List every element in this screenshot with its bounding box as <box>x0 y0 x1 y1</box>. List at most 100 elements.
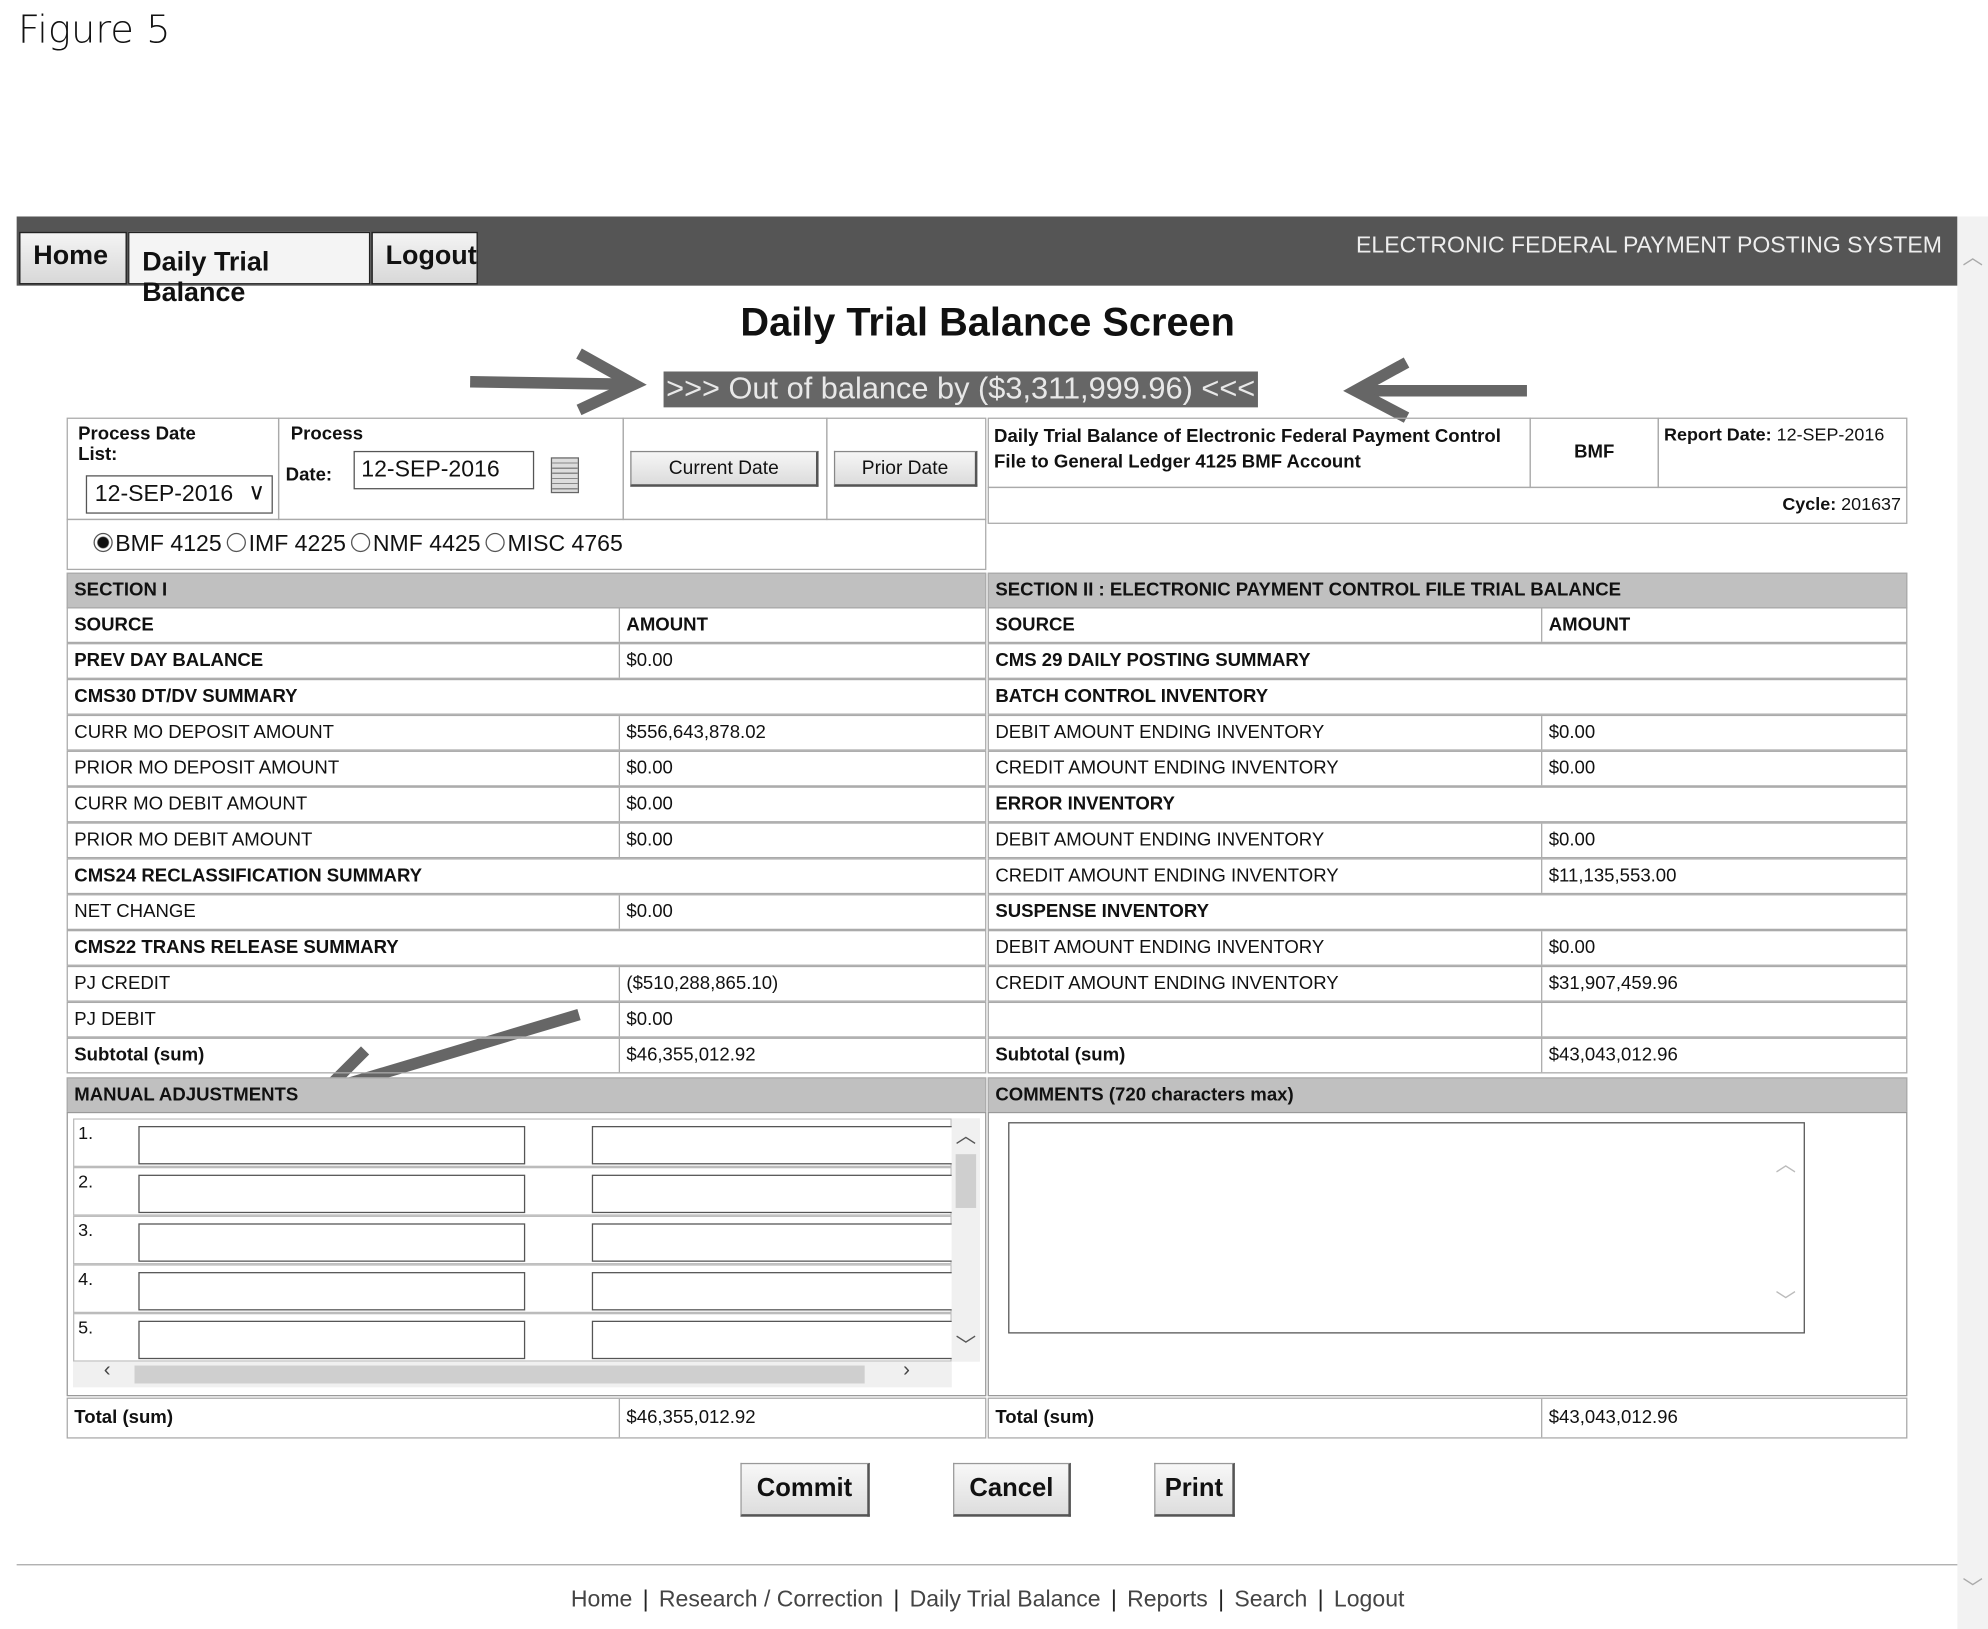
scroll-down-icon[interactable]: ﹀ <box>955 1336 977 1358</box>
footer-separator: | <box>1218 1585 1225 1612</box>
process-date-list-label: Process Date List: <box>78 424 196 466</box>
scroll-thumb[interactable] <box>134 1365 865 1384</box>
cancel-button[interactable]: Cancel <box>953 1462 1071 1517</box>
tab-logout[interactable]: Logout <box>371 231 478 285</box>
source-cell: PRIOR MO DEBIT AMOUNT <box>74 830 313 851</box>
section-header: SECTION I <box>66 572 987 609</box>
source-cell: BATCH CONTROL INVENTORY <box>995 686 1269 708</box>
radio-bmf-4125[interactable]: BMF 4125 <box>93 530 222 556</box>
current-date-cell: Current Date <box>622 417 828 521</box>
table-row: NET CHANGE $0.00 <box>66 894 987 931</box>
adjustments-vertical-scrollbar[interactable]: ︿ ﹀ <box>951 1118 980 1362</box>
adjustment-row: 1. <box>73 1118 952 1167</box>
radio-unchecked-icon[interactable] <box>485 532 505 553</box>
commit-button[interactable]: Commit <box>740 1462 870 1517</box>
footer-link-search[interactable]: Search <box>1234 1585 1308 1612</box>
adjustment-amount-input[interactable] <box>591 1223 952 1262</box>
adjustment-description-input[interactable] <box>138 1272 526 1311</box>
line-number: 4. <box>78 1268 94 1289</box>
report-date-value: 12-SEP-2016 <box>1776 424 1885 445</box>
table-row: PRIOR MO DEBIT AMOUNT $0.00 <box>66 822 987 859</box>
source-cell: CMS 29 DAILY POSTING SUMMARY <box>995 650 1311 672</box>
scroll-up-icon[interactable]: ︿ <box>1775 1154 1796 1176</box>
comments-textarea[interactable]: ︿ ﹀ <box>1008 1122 1805 1334</box>
amount-cell: ($510,288,865.10) <box>618 967 778 1001</box>
scroll-down-icon[interactable]: ﹀ <box>1775 1291 1796 1314</box>
comments-header: COMMENTS (720 characters max) <box>987 1077 1908 1114</box>
page-scrollbar[interactable]: ︿ ﹀ <box>1957 216 1988 1629</box>
table-row <box>987 1001 1908 1038</box>
table-row: CREDIT AMOUNT ENDING INVENTORY $31,907,45… <box>987 965 1908 1002</box>
adjustment-amount-input[interactable] <box>591 1125 952 1165</box>
table-row: CREDIT AMOUNT ENDING INVENTORY $0.00 <box>987 750 1908 787</box>
table-row: CMS24 RECLASSIFICATION SUMMARY <box>66 858 987 895</box>
footer-nav: Home | Research / Correction | Daily Trial B… <box>0 1586 1975 1613</box>
amount-cell: AMOUNT <box>1541 608 1630 642</box>
account-radio-group: BMF 4125 IMF 4225 NMF 4425 MISC 4765 <box>66 518 987 571</box>
source-cell: CURR MO DEBIT AMOUNT <box>74 794 308 815</box>
adjustment-description-input[interactable] <box>138 1125 526 1165</box>
figure-label: Figure 5 <box>17 7 171 53</box>
adjustment-row: 2. <box>73 1166 952 1216</box>
radio-misc-4765[interactable]: MISC 4765 <box>485 530 623 556</box>
adjustment-amount-input[interactable] <box>591 1320 952 1360</box>
source-cell: PRIOR MO DEPOSIT AMOUNT <box>74 758 340 779</box>
scroll-right-icon[interactable]: › <box>903 1359 910 1381</box>
prior-date-button[interactable]: Prior Date <box>833 450 978 487</box>
footer-separator: | <box>1317 1585 1324 1612</box>
tab-home[interactable]: Home <box>19 231 127 285</box>
source-cell: CURR MO DEPOSIT AMOUNT <box>74 722 335 743</box>
footer-link-reports[interactable]: Reports <box>1127 1585 1208 1612</box>
cycle: Cycle: 201637 <box>987 486 1908 524</box>
source-cell: CREDIT AMOUNT ENDING INVENTORY <box>995 973 1339 995</box>
scroll-thumb[interactable] <box>955 1154 977 1208</box>
calendar-icon[interactable] <box>550 457 580 494</box>
system-name: ELECTRONIC FEDERAL PAYMENT POSTING SYSTE… <box>1356 231 1942 258</box>
amount-cell: $0.00 <box>618 1003 673 1037</box>
scroll-down-icon[interactable]: ﹀ <box>1962 1578 1983 1600</box>
radio-imf-4225[interactable]: IMF 4225 <box>226 530 346 556</box>
footer-link-research-correction[interactable]: Research / Correction <box>658 1585 884 1612</box>
line-number: 3. <box>78 1219 94 1241</box>
scroll-up-icon[interactable]: ︿ <box>955 1125 977 1148</box>
adjustment-description-input[interactable] <box>138 1320 526 1360</box>
amount-cell: $0.00 <box>1541 716 1595 750</box>
radio-nmf-4425[interactable]: NMF 4425 <box>351 530 481 556</box>
table-row: DEBIT AMOUNT ENDING INVENTORY $0.00 <box>987 822 1908 859</box>
amount-cell: $0.00 <box>1541 823 1595 857</box>
date-label: Date: <box>285 465 333 486</box>
table-row: CMS30 DT/DV SUMMARY <box>66 678 987 715</box>
source-cell: DEBIT AMOUNT ENDING INVENTORY <box>995 722 1325 743</box>
print-button[interactable]: Print <box>1154 1462 1235 1517</box>
footer-link-logout[interactable]: Logout <box>1333 1585 1405 1612</box>
radio-unchecked-icon[interactable] <box>226 532 247 553</box>
adjustment-description-input[interactable] <box>138 1223 526 1262</box>
radio-checked-icon[interactable] <box>93 532 113 553</box>
footer-separator: | <box>893 1585 900 1612</box>
process-date-list-cell: Process Date List: 12-SEP-2016 ∨ <box>66 417 280 521</box>
table-row: CMS22 TRANS RELEASE SUMMARY <box>66 930 987 966</box>
adjustment-amount-input[interactable] <box>591 1174 952 1214</box>
footer-link-home[interactable]: Home <box>570 1585 633 1612</box>
adjustment-row: 3. <box>73 1215 952 1265</box>
scroll-up-icon[interactable]: ︿ <box>1962 247 1983 270</box>
amount-cell: $43,043,012.96 <box>1541 1038 1678 1073</box>
source-cell: DEBIT AMOUNT ENDING INVENTORY <box>995 937 1325 959</box>
process-date-input[interactable]: 12-SEP-2016 <box>353 450 535 490</box>
tab-daily-trial-balance[interactable]: Daily Trial Balance <box>128 231 371 307</box>
source-cell: Subtotal (sum) <box>74 1045 205 1066</box>
radio-label: NMF 4425 <box>372 530 481 556</box>
adjustment-amount-input[interactable] <box>591 1272 952 1311</box>
scroll-left-icon[interactable]: ‹ <box>103 1359 111 1381</box>
comments-title: COMMENTS (720 characters max) <box>995 1085 1294 1106</box>
radio-unchecked-icon[interactable] <box>351 532 371 553</box>
adjustment-description-input[interactable] <box>138 1174 526 1214</box>
current-date-button[interactable]: Current Date <box>630 450 819 487</box>
process-date-list-select[interactable]: 12-SEP-2016 ∨ <box>85 475 273 514</box>
amount-cell: $31,907,459.96 <box>1541 967 1678 1001</box>
amount-cell: $0.00 <box>618 787 673 822</box>
adjustments-horizontal-scrollbar[interactable]: ‹ › <box>73 1359 952 1388</box>
amount-cell <box>1541 1003 1549 1037</box>
footer-link-daily-trial-balance[interactable]: Daily Trial Balance <box>909 1585 1101 1612</box>
